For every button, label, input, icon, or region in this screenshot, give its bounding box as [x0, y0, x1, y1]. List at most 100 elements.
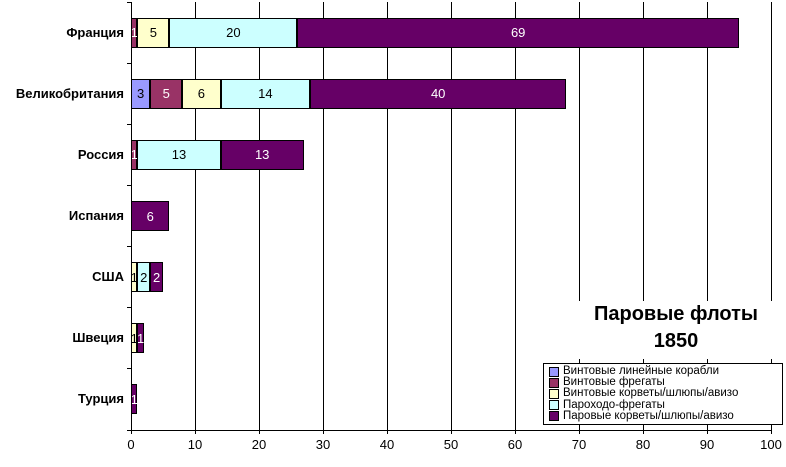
legend-swatch — [549, 400, 559, 411]
bar-segment: 40 — [310, 78, 567, 109]
x-axis-tick — [450, 430, 452, 434]
bar-value-label: 1 — [130, 269, 138, 285]
bar-segment: 3 — [131, 78, 151, 109]
legend-swatch — [549, 366, 559, 377]
bar-value-label: 69 — [510, 25, 526, 41]
y-axis-label: Франция — [66, 24, 124, 40]
legend-swatch — [549, 411, 559, 422]
y-axis-tick — [127, 307, 131, 309]
bar-segment: 14 — [220, 78, 311, 109]
legend: Винтовые линейные корабли Винтовые фрегат… — [543, 363, 783, 425]
x-axis-tick-label: 10 — [187, 437, 203, 452]
legend-label: Пароходо-фрегаты — [563, 398, 665, 411]
y-axis-label: Россия — [77, 146, 124, 162]
legend-label: Винтовые корветы/шлюпы/авизо — [563, 387, 739, 400]
bar-segment: 20 — [169, 17, 298, 48]
x-axis-tick — [130, 430, 132, 434]
y-axis-tick — [127, 123, 131, 125]
bar-segment: 1 — [130, 139, 138, 170]
bar-value-label: 40 — [430, 86, 446, 102]
y-axis-tick — [127, 429, 131, 431]
bar-segment: 2 — [150, 262, 163, 293]
bar-value-label: 14 — [258, 86, 273, 102]
legend-label: Паровые корветы/шлюпы/авизо — [563, 409, 734, 422]
gridline — [770, 2, 772, 430]
bar-segment: 69 — [297, 17, 739, 48]
gridline — [514, 2, 516, 430]
gridline — [194, 2, 196, 430]
y-axis-tick — [127, 246, 131, 248]
x-axis-tick — [514, 430, 516, 434]
y-axis-label: США — [92, 269, 124, 285]
gridline — [642, 2, 644, 430]
legend-swatch — [549, 388, 559, 399]
gridline — [386, 2, 388, 430]
x-axis-tick-label: 60 — [507, 437, 523, 452]
y-axis-tick — [127, 184, 131, 186]
bar-value-label: 5 — [162, 86, 170, 102]
bar-segment: 6 — [131, 201, 170, 231]
bar-segment: 13 — [220, 139, 304, 170]
y-axis-tick — [127, 1, 131, 3]
x-axis-tick — [194, 430, 196, 434]
x-axis-tick-label: 40 — [379, 437, 395, 452]
x-axis-tick-label: 20 — [251, 437, 267, 452]
x-axis-tick-label: 70 — [571, 437, 587, 452]
bar-value-label: 13 — [254, 147, 270, 163]
x-axis-line — [127, 429, 771, 431]
chart-title: Паровые флоты 1850 — [577, 301, 775, 359]
y-axis-line — [130, 2, 132, 430]
legend-label: Винтовые линейные корабли — [563, 365, 720, 378]
x-axis-tick-label: 100 — [760, 437, 782, 452]
y-axis-tick — [127, 368, 131, 370]
gridline — [322, 2, 324, 430]
bar-value-label: 3 — [136, 86, 145, 102]
gridline — [450, 2, 452, 430]
x-axis-tick-label: 90 — [699, 437, 715, 452]
bar-segment: 13 — [137, 139, 221, 170]
bar-value-label: 20 — [226, 25, 241, 41]
bar-value-label: 1 — [136, 330, 145, 346]
bar-segment: 1 — [130, 384, 138, 415]
bar-segment: 1 — [136, 323, 145, 354]
legend-item: Винтовые корветы/шлюпы/авизо — [547, 388, 779, 399]
bar-segment: 5 — [150, 78, 183, 109]
chart-title-line2: 1850 — [653, 330, 699, 352]
y-axis-label: Великобритания — [15, 85, 124, 101]
x-axis-tick — [770, 430, 772, 434]
bar-value-label: 2 — [140, 269, 148, 285]
bar-segment: 6 — [182, 78, 221, 109]
gridline — [706, 2, 708, 430]
x-axis-tick-label: 0 — [127, 437, 135, 452]
bar-value-label: 6 — [146, 208, 154, 224]
x-axis-tick — [706, 430, 708, 434]
legend-item: Паровые корветы/шлюпы/авизо — [547, 409, 779, 422]
bar-segment: 5 — [137, 17, 170, 48]
bar-value-label: 1 — [130, 330, 138, 346]
bar-segment: 1 — [130, 323, 138, 354]
y-axis-label: Турция — [77, 391, 124, 407]
y-axis-label: Швеция — [72, 330, 124, 346]
x-axis-tick — [322, 430, 324, 434]
bar-value-label: 13 — [171, 147, 187, 163]
legend-swatch — [549, 377, 559, 388]
legend-item: Винтовые фрегаты — [547, 377, 779, 388]
gridline — [258, 2, 260, 430]
bar-value-label: 5 — [149, 25, 157, 41]
bar-value-label: 1 — [130, 391, 138, 407]
x-axis-tick-label: 50 — [443, 437, 459, 452]
bar-value-label: 1 — [130, 147, 138, 163]
bar-value-label: 2 — [152, 269, 161, 285]
chart-title-line1: Паровые флоты — [593, 303, 759, 325]
legend-item: Винтовые линейные корабли — [547, 365, 779, 378]
bar-segment: 1 — [130, 262, 138, 293]
bar-segment: 2 — [137, 262, 151, 293]
x-axis-tick — [258, 430, 260, 434]
y-axis-tick — [127, 62, 131, 64]
bar-value-label: 1 — [130, 25, 138, 41]
x-axis-tick-label: 80 — [635, 437, 651, 452]
legend-item: Пароходо-фрегаты — [547, 398, 779, 411]
y-axis-label: Испания — [68, 208, 124, 223]
x-axis-tick — [642, 430, 644, 434]
